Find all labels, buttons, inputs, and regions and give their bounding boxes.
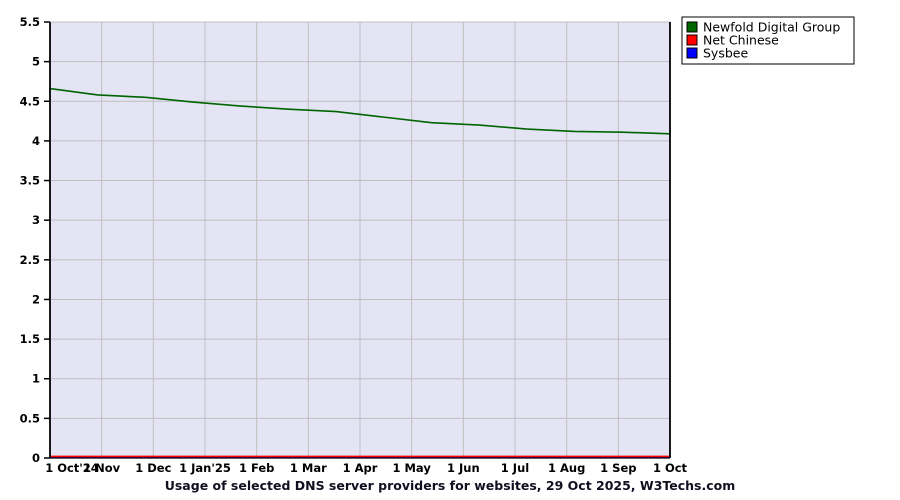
chart-caption: Usage of selected DNS server providers f…: [164, 478, 736, 493]
y-axis-label: 2: [32, 292, 40, 306]
legend-swatch: [686, 47, 698, 59]
legend-box: [681, 16, 855, 65]
x-axis-label: 1 Oct'24: [45, 461, 99, 475]
legend-swatch: [686, 21, 698, 33]
x-axis-label: 1 Jan'25: [179, 461, 231, 475]
legend-label: Sysbee: [703, 46, 748, 61]
y-axis-label: 2.5: [20, 253, 40, 267]
y-axis-label: 1.5: [20, 332, 40, 346]
x-axis-label: 1 Oct: [653, 461, 688, 475]
series-line: [49, 87, 671, 135]
x-axis-label: 1 Nov: [83, 461, 121, 475]
x-axis-label: 1 Aug: [548, 461, 585, 475]
y-axis-label: 1: [32, 372, 40, 386]
x-axis-label: 1 Dec: [135, 461, 171, 475]
y-axis-label: 5: [32, 55, 40, 69]
y-axis-label: 5.5: [20, 15, 40, 29]
y-axis-label: 4: [32, 134, 40, 148]
y-axis-label: 3.5: [20, 174, 40, 188]
x-axis-label: 1 May: [392, 461, 431, 475]
x-axis-label: 1 Mar: [290, 461, 327, 475]
x-axis-label: 1 Jun: [447, 461, 480, 475]
y-axis-label: 3: [32, 213, 40, 227]
y-axis-label: 0: [32, 451, 40, 465]
x-axis-label: 1 Jul: [501, 461, 529, 475]
y-axis-label: 0.5: [20, 411, 40, 425]
legend-swatch: [686, 34, 698, 46]
x-axis-label: 1 Sep: [600, 461, 636, 475]
legend-label: Net Chinese: [703, 33, 779, 48]
y-axis-label: 4.5: [20, 94, 40, 108]
legend-label: Newfold Digital Group: [703, 20, 840, 35]
x-axis-label: 1 Feb: [239, 461, 274, 475]
x-axis-label: 1 Apr: [343, 461, 378, 475]
